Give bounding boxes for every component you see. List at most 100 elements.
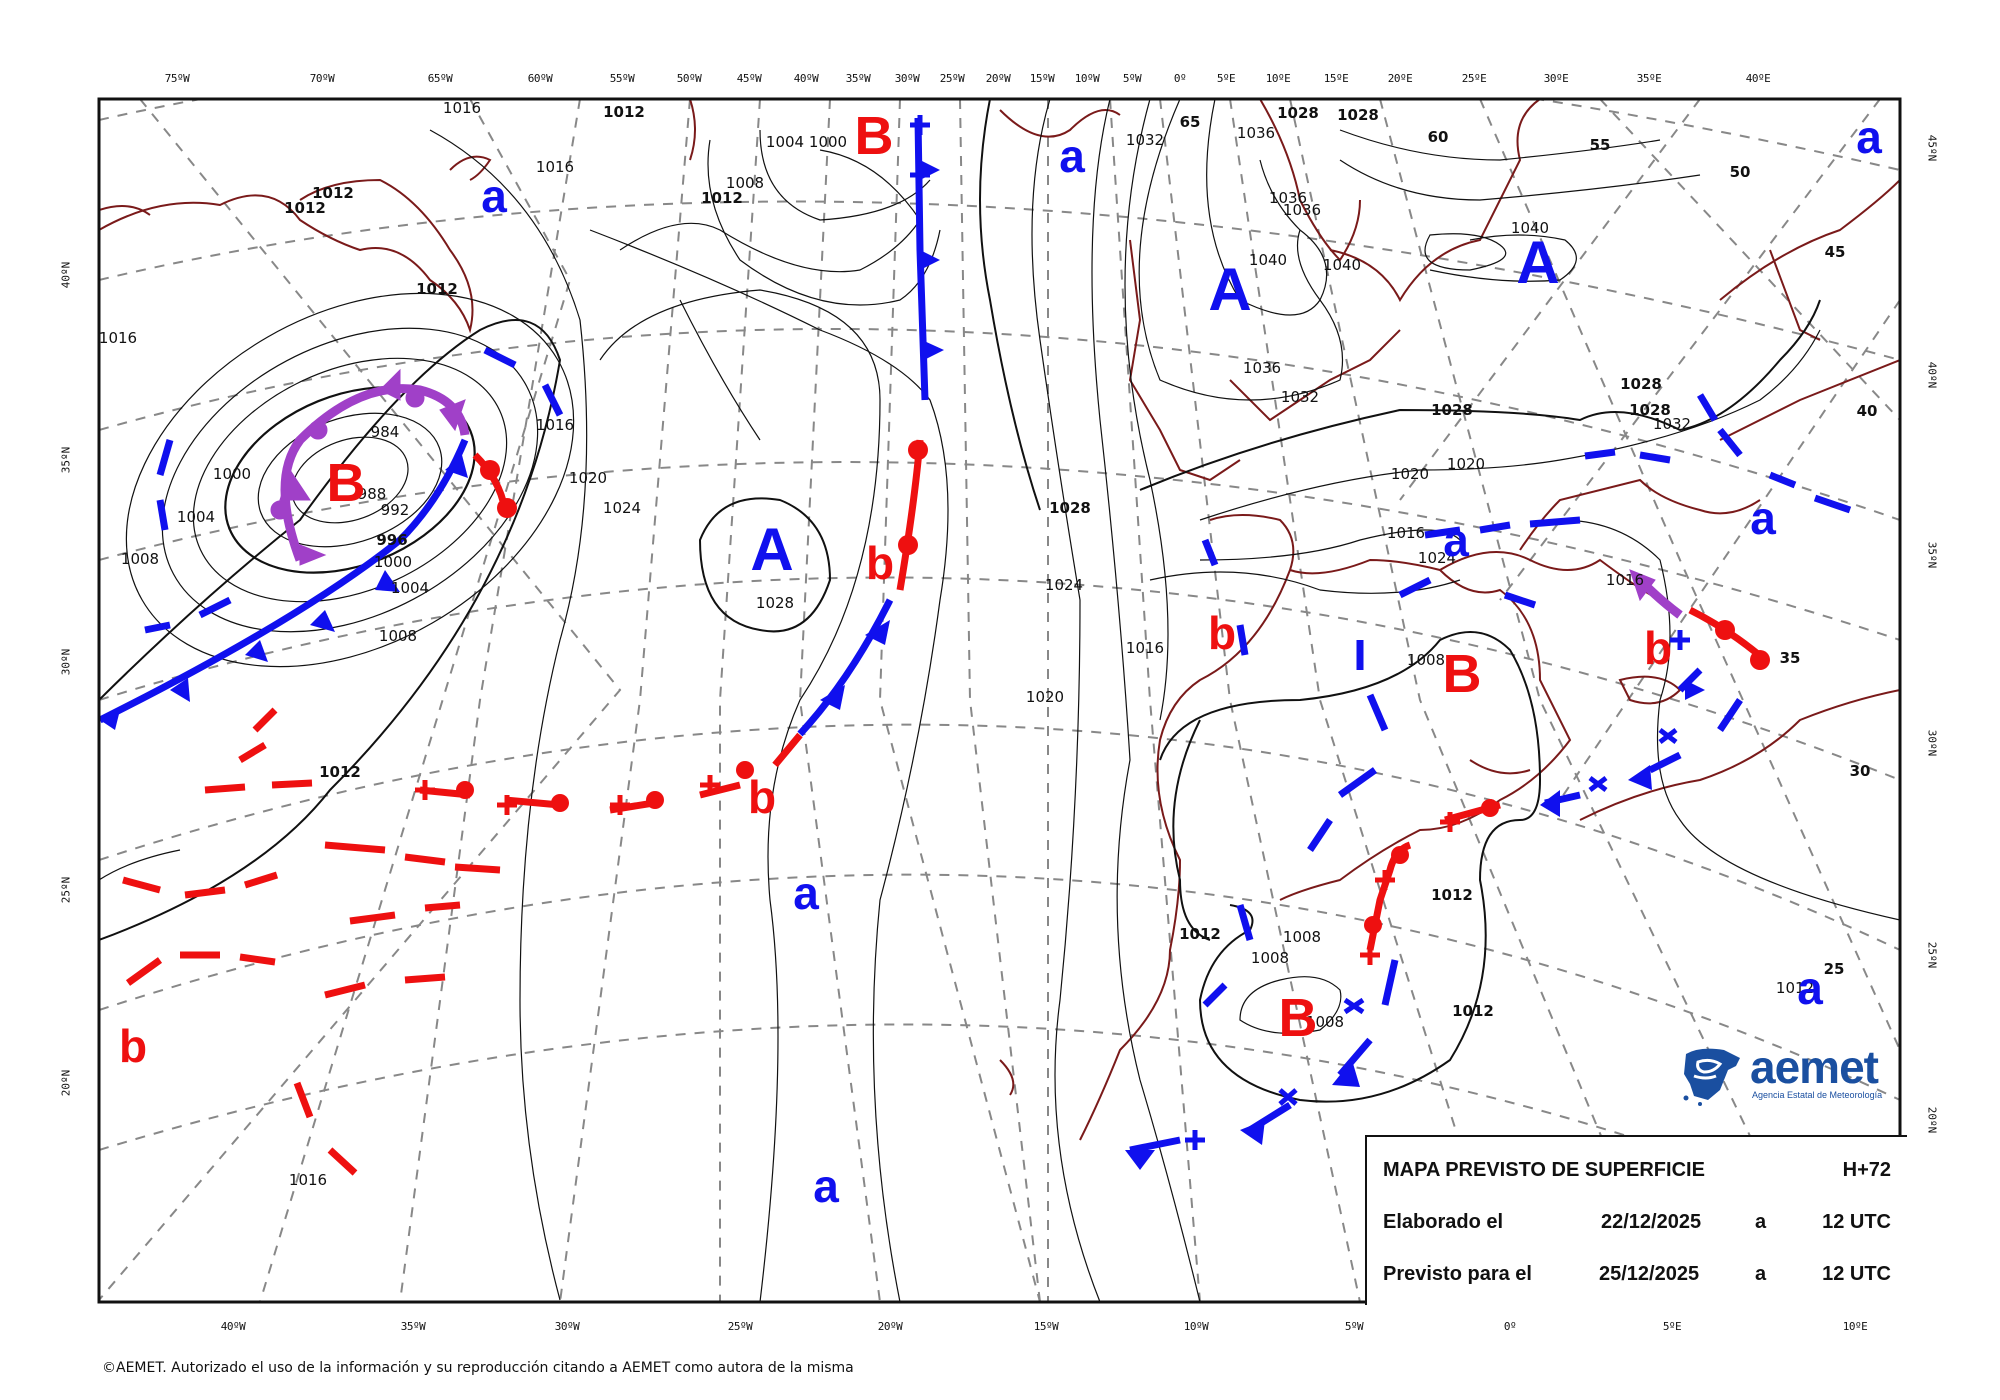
latitude-label: 40ºN [1925, 361, 1939, 389]
isobar-value: 1020 [1446, 455, 1486, 473]
valid-label: Previsto para el [1383, 1263, 1532, 1285]
longitude-label: 25ºW [939, 72, 965, 85]
longitude-label: 0º [1173, 72, 1187, 85]
latitude-label: 30ºN [1925, 729, 1939, 757]
isobar-value: 996 [376, 531, 408, 549]
isobar-value: 1032 [1652, 415, 1692, 433]
logo-wordmark: aemet [1750, 1041, 1879, 1093]
latitude-label: 35ºN [59, 446, 73, 474]
isobar-value: 1008 [378, 627, 418, 645]
isobar-value: 1028 [1431, 401, 1473, 419]
latitude-label: 45ºN [1925, 134, 1939, 162]
longitude-label: 70ºW [309, 72, 335, 85]
aemet-logo: aemet Agencia Estatal de Meteorología [1680, 1040, 1910, 1110]
isobar-value: 1008 [1282, 928, 1322, 946]
longitude-label: 25ºW [727, 1320, 753, 1333]
isobar-value: 992 [380, 501, 410, 519]
isobar-value: 1008 [725, 174, 765, 192]
isobar-value: 1016 [1605, 571, 1645, 589]
isobar-value: 40 [1856, 402, 1878, 420]
map-title: MAPA PREVISTO DE SUPERFICIE [1383, 1159, 1705, 1181]
latitude-label: 20ºN [59, 1069, 73, 1097]
longitude-label: 35ºW [400, 1320, 426, 1333]
elaborated-time: 12 UTC [1822, 1211, 1891, 1233]
longitude-label: 10ºE [1842, 1320, 1868, 1333]
isobar-value: 1008 [120, 550, 160, 568]
title-row: MAPA PREVISTO DE SUPERFICIE H+72 [1383, 1159, 1891, 1189]
relative-high-center: a [1059, 130, 1085, 182]
longitude-label: 0º [1503, 1320, 1517, 1333]
isobar-value: 1028 [755, 594, 795, 612]
isobar-value: 1008 [1250, 949, 1290, 967]
longitude-label: 20ºW [985, 72, 1011, 85]
isobar-value: 1004 [390, 579, 430, 597]
isobar-value: 35 [1779, 649, 1801, 667]
elaborated-label: Elaborado el [1383, 1211, 1504, 1233]
elaborated-date: 22/12/2025 [1601, 1211, 1702, 1233]
latitude-label: 40ºN [59, 261, 73, 289]
isobar-value: 1024 [1417, 549, 1457, 567]
high-pressure-center: A [1208, 256, 1252, 323]
valid-row: Previsto para el 25/12/2025 a 12 UTC [1383, 1263, 1891, 1293]
isobar-value: 1012 [1431, 886, 1473, 904]
relative-high-center: a [793, 867, 819, 919]
isobar-value: 1028 [1277, 104, 1319, 122]
isobar-value: 1020 [568, 469, 608, 487]
isobar-value: 1032 [1280, 388, 1320, 406]
isobar-value: 1004 [765, 133, 805, 151]
isobar-value: 1028 [1620, 375, 1662, 393]
isobar-value: 1000 [373, 553, 413, 571]
isobar-value: 1036 [1268, 189, 1308, 207]
isobar-value: 1012 [416, 280, 458, 298]
occluded-front [270, 368, 1683, 619]
isobar-value: 1040 [1248, 251, 1288, 269]
relative-low-center: b [118, 1020, 148, 1072]
isobar-value: 1012 [1452, 1002, 1494, 1020]
longitude-label: 30ºE [1543, 72, 1569, 85]
relative-low-center: b [1207, 607, 1237, 659]
elaborated-row: Elaborado el 22/12/2025 a 12 UTC [1383, 1211, 1891, 1241]
longitude-label: 15ºW [1033, 1320, 1059, 1333]
relative-low-center: b [865, 537, 895, 589]
isobar-value: 1016 [1125, 639, 1165, 657]
longitude-label: 5ºE [1216, 72, 1236, 85]
isobar-value: 1020 [1025, 688, 1065, 706]
relative-low-center: b [1643, 622, 1673, 674]
valid-time: 12 UTC [1822, 1263, 1891, 1285]
isobar-value: 25 [1823, 960, 1845, 978]
isobar-value: 1020 [1390, 465, 1430, 483]
high-pressure-center: A [1516, 229, 1560, 296]
troughs-red [122, 707, 501, 1176]
isobar-value: 1012 [312, 184, 354, 202]
longitude-label: 10ºE [1265, 72, 1291, 85]
isobar-value: 1008 [1406, 651, 1446, 669]
longitude-label: 55ºW [609, 72, 635, 85]
isobar-value: 1004 [176, 508, 216, 526]
relative-high-center: a [813, 1160, 839, 1212]
graticule [99, 99, 1900, 1302]
longitude-label: 10ºW [1074, 72, 1100, 85]
valid-a: a [1755, 1263, 1767, 1285]
cold-fronts [99, 117, 1743, 1154]
cold-front-barbs [100, 160, 1705, 1170]
high-pressure-center: A [750, 516, 794, 583]
isobar-value: 1040 [1322, 256, 1362, 274]
relative-high-center: a [1750, 492, 1776, 544]
longitude-label: 15ºE [1323, 72, 1349, 85]
relative-high-center: a [481, 170, 507, 222]
longitude-label: 35ºE [1636, 72, 1662, 85]
low-pressure-center: B [1442, 644, 1482, 704]
isobar-value: 1036 [1242, 359, 1282, 377]
low-pressure-center: B [326, 453, 366, 513]
isobar-value: 1024 [602, 499, 642, 517]
longitude-label: 40ºW [220, 1320, 246, 1333]
longitude-label: 40ºE [1745, 72, 1771, 85]
longitude-label: 60ºW [527, 72, 553, 85]
isobar-value: 1028 [1337, 106, 1379, 124]
latitude-label: 20ºN [1925, 1106, 1939, 1134]
coastlines [99, 99, 1900, 1141]
isobar-value: 1016 [98, 329, 138, 347]
isobar-value: 30 [1849, 762, 1871, 780]
longitude-label: 35ºW [845, 72, 871, 85]
